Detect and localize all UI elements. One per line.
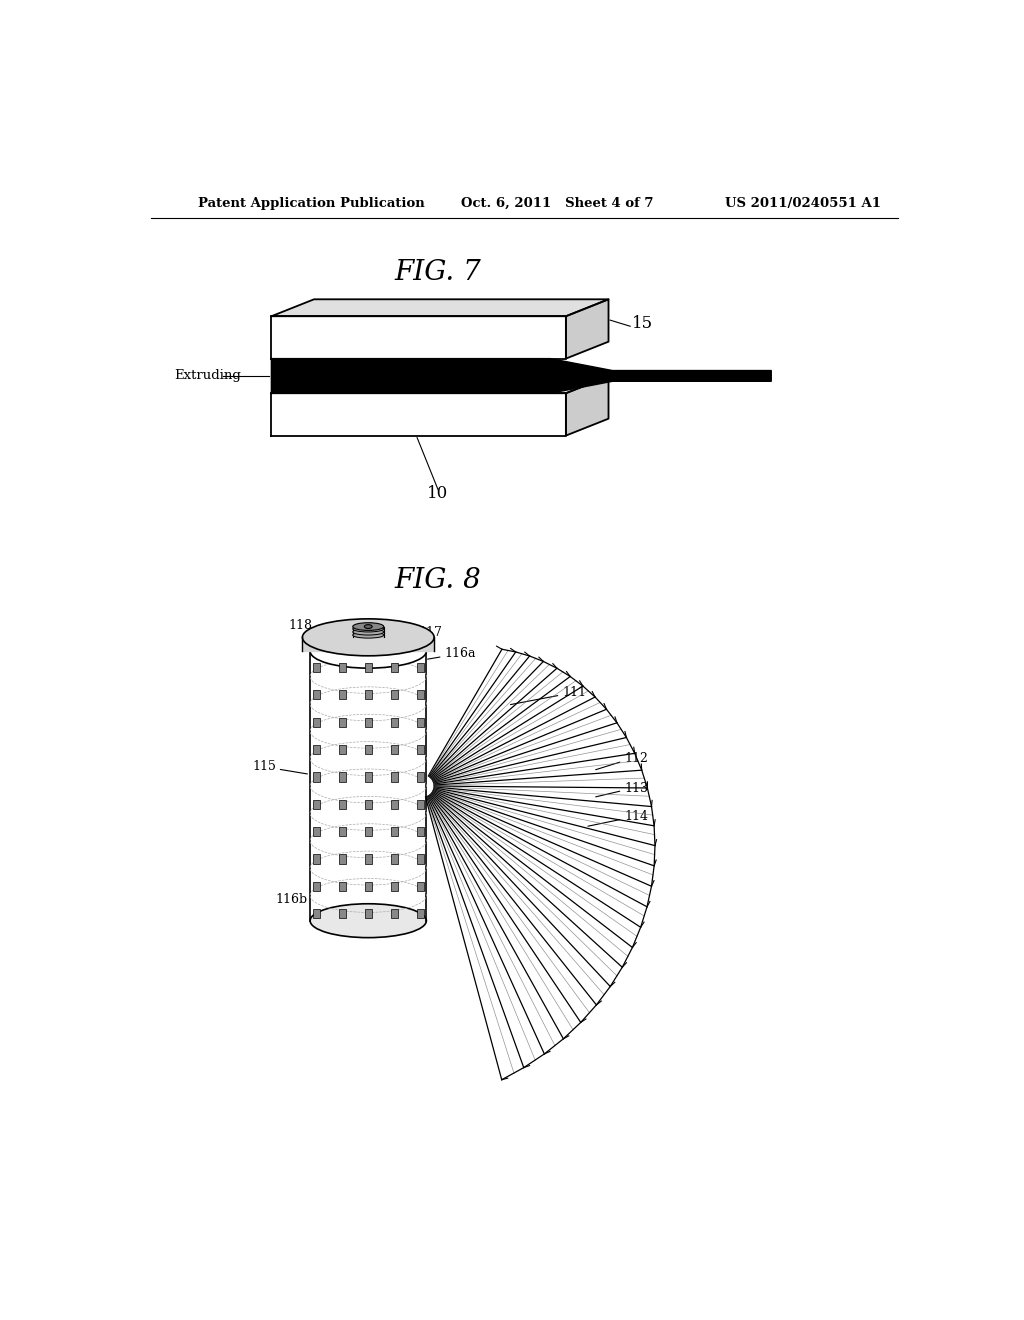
Ellipse shape <box>302 619 434 656</box>
Text: Extruding: Extruding <box>174 370 242 383</box>
Bar <box>365 800 372 809</box>
Bar <box>365 772 372 781</box>
Bar <box>313 663 319 672</box>
Ellipse shape <box>352 628 384 635</box>
Text: FIG. 7: FIG. 7 <box>394 259 481 286</box>
Bar <box>391 854 397 863</box>
Bar <box>313 772 319 781</box>
Bar <box>417 828 424 837</box>
Ellipse shape <box>352 623 384 631</box>
Bar <box>365 909 372 919</box>
Ellipse shape <box>310 904 426 937</box>
Text: 115: 115 <box>253 760 276 774</box>
Text: 114: 114 <box>624 810 648 824</box>
Bar <box>339 744 346 754</box>
Polygon shape <box>271 359 771 393</box>
Ellipse shape <box>310 635 426 668</box>
Bar <box>417 882 424 891</box>
Polygon shape <box>302 638 434 651</box>
Bar <box>417 854 424 863</box>
Polygon shape <box>271 376 608 393</box>
Ellipse shape <box>352 632 384 638</box>
Bar <box>391 828 397 837</box>
Bar <box>391 744 397 754</box>
Polygon shape <box>352 627 384 638</box>
Text: 10: 10 <box>427 484 449 502</box>
Bar <box>391 772 397 781</box>
Bar <box>391 882 397 891</box>
Bar <box>313 828 319 837</box>
Bar <box>339 663 346 672</box>
Text: Oct. 6, 2011   Sheet 4 of 7: Oct. 6, 2011 Sheet 4 of 7 <box>461 197 653 210</box>
Bar <box>417 718 424 727</box>
Bar <box>391 718 397 727</box>
Ellipse shape <box>365 624 372 628</box>
Bar <box>417 663 424 672</box>
Ellipse shape <box>352 626 384 632</box>
Text: 15: 15 <box>632 315 653 333</box>
Polygon shape <box>566 300 608 359</box>
Text: US 2011/0240551 A1: US 2011/0240551 A1 <box>725 197 881 210</box>
Bar <box>417 744 424 754</box>
Text: Patent Application Publication: Patent Application Publication <box>198 197 425 210</box>
Bar <box>339 882 346 891</box>
Bar <box>339 772 346 781</box>
Bar <box>365 828 372 837</box>
Text: 116b: 116b <box>275 892 308 906</box>
Polygon shape <box>310 651 426 921</box>
Text: 118: 118 <box>289 619 312 631</box>
Bar <box>339 690 346 700</box>
Bar <box>365 854 372 863</box>
Bar <box>313 854 319 863</box>
Bar <box>417 909 424 919</box>
Text: 112: 112 <box>624 752 648 766</box>
Bar <box>417 800 424 809</box>
Bar <box>313 800 319 809</box>
Text: 116a: 116a <box>444 647 476 660</box>
Polygon shape <box>271 317 566 359</box>
Bar <box>313 690 319 700</box>
Bar <box>365 882 372 891</box>
Text: 111: 111 <box>562 685 586 698</box>
Bar <box>313 909 319 919</box>
Bar <box>391 800 397 809</box>
Bar <box>313 718 319 727</box>
Bar <box>313 744 319 754</box>
Bar <box>391 690 397 700</box>
Polygon shape <box>271 300 608 317</box>
Bar <box>417 690 424 700</box>
Bar <box>391 909 397 919</box>
Bar <box>365 744 372 754</box>
Bar <box>339 828 346 837</box>
Bar <box>339 854 346 863</box>
Bar <box>391 663 397 672</box>
Text: FIG. 8: FIG. 8 <box>394 566 481 594</box>
Bar <box>313 882 319 891</box>
Bar <box>365 718 372 727</box>
Bar <box>365 690 372 700</box>
Polygon shape <box>566 376 608 436</box>
Bar <box>339 909 346 919</box>
Bar <box>417 772 424 781</box>
Bar <box>339 718 346 727</box>
Bar <box>339 800 346 809</box>
Polygon shape <box>271 393 566 436</box>
Bar <box>365 663 372 672</box>
Text: 117: 117 <box>419 626 442 639</box>
Text: 113: 113 <box>624 781 648 795</box>
